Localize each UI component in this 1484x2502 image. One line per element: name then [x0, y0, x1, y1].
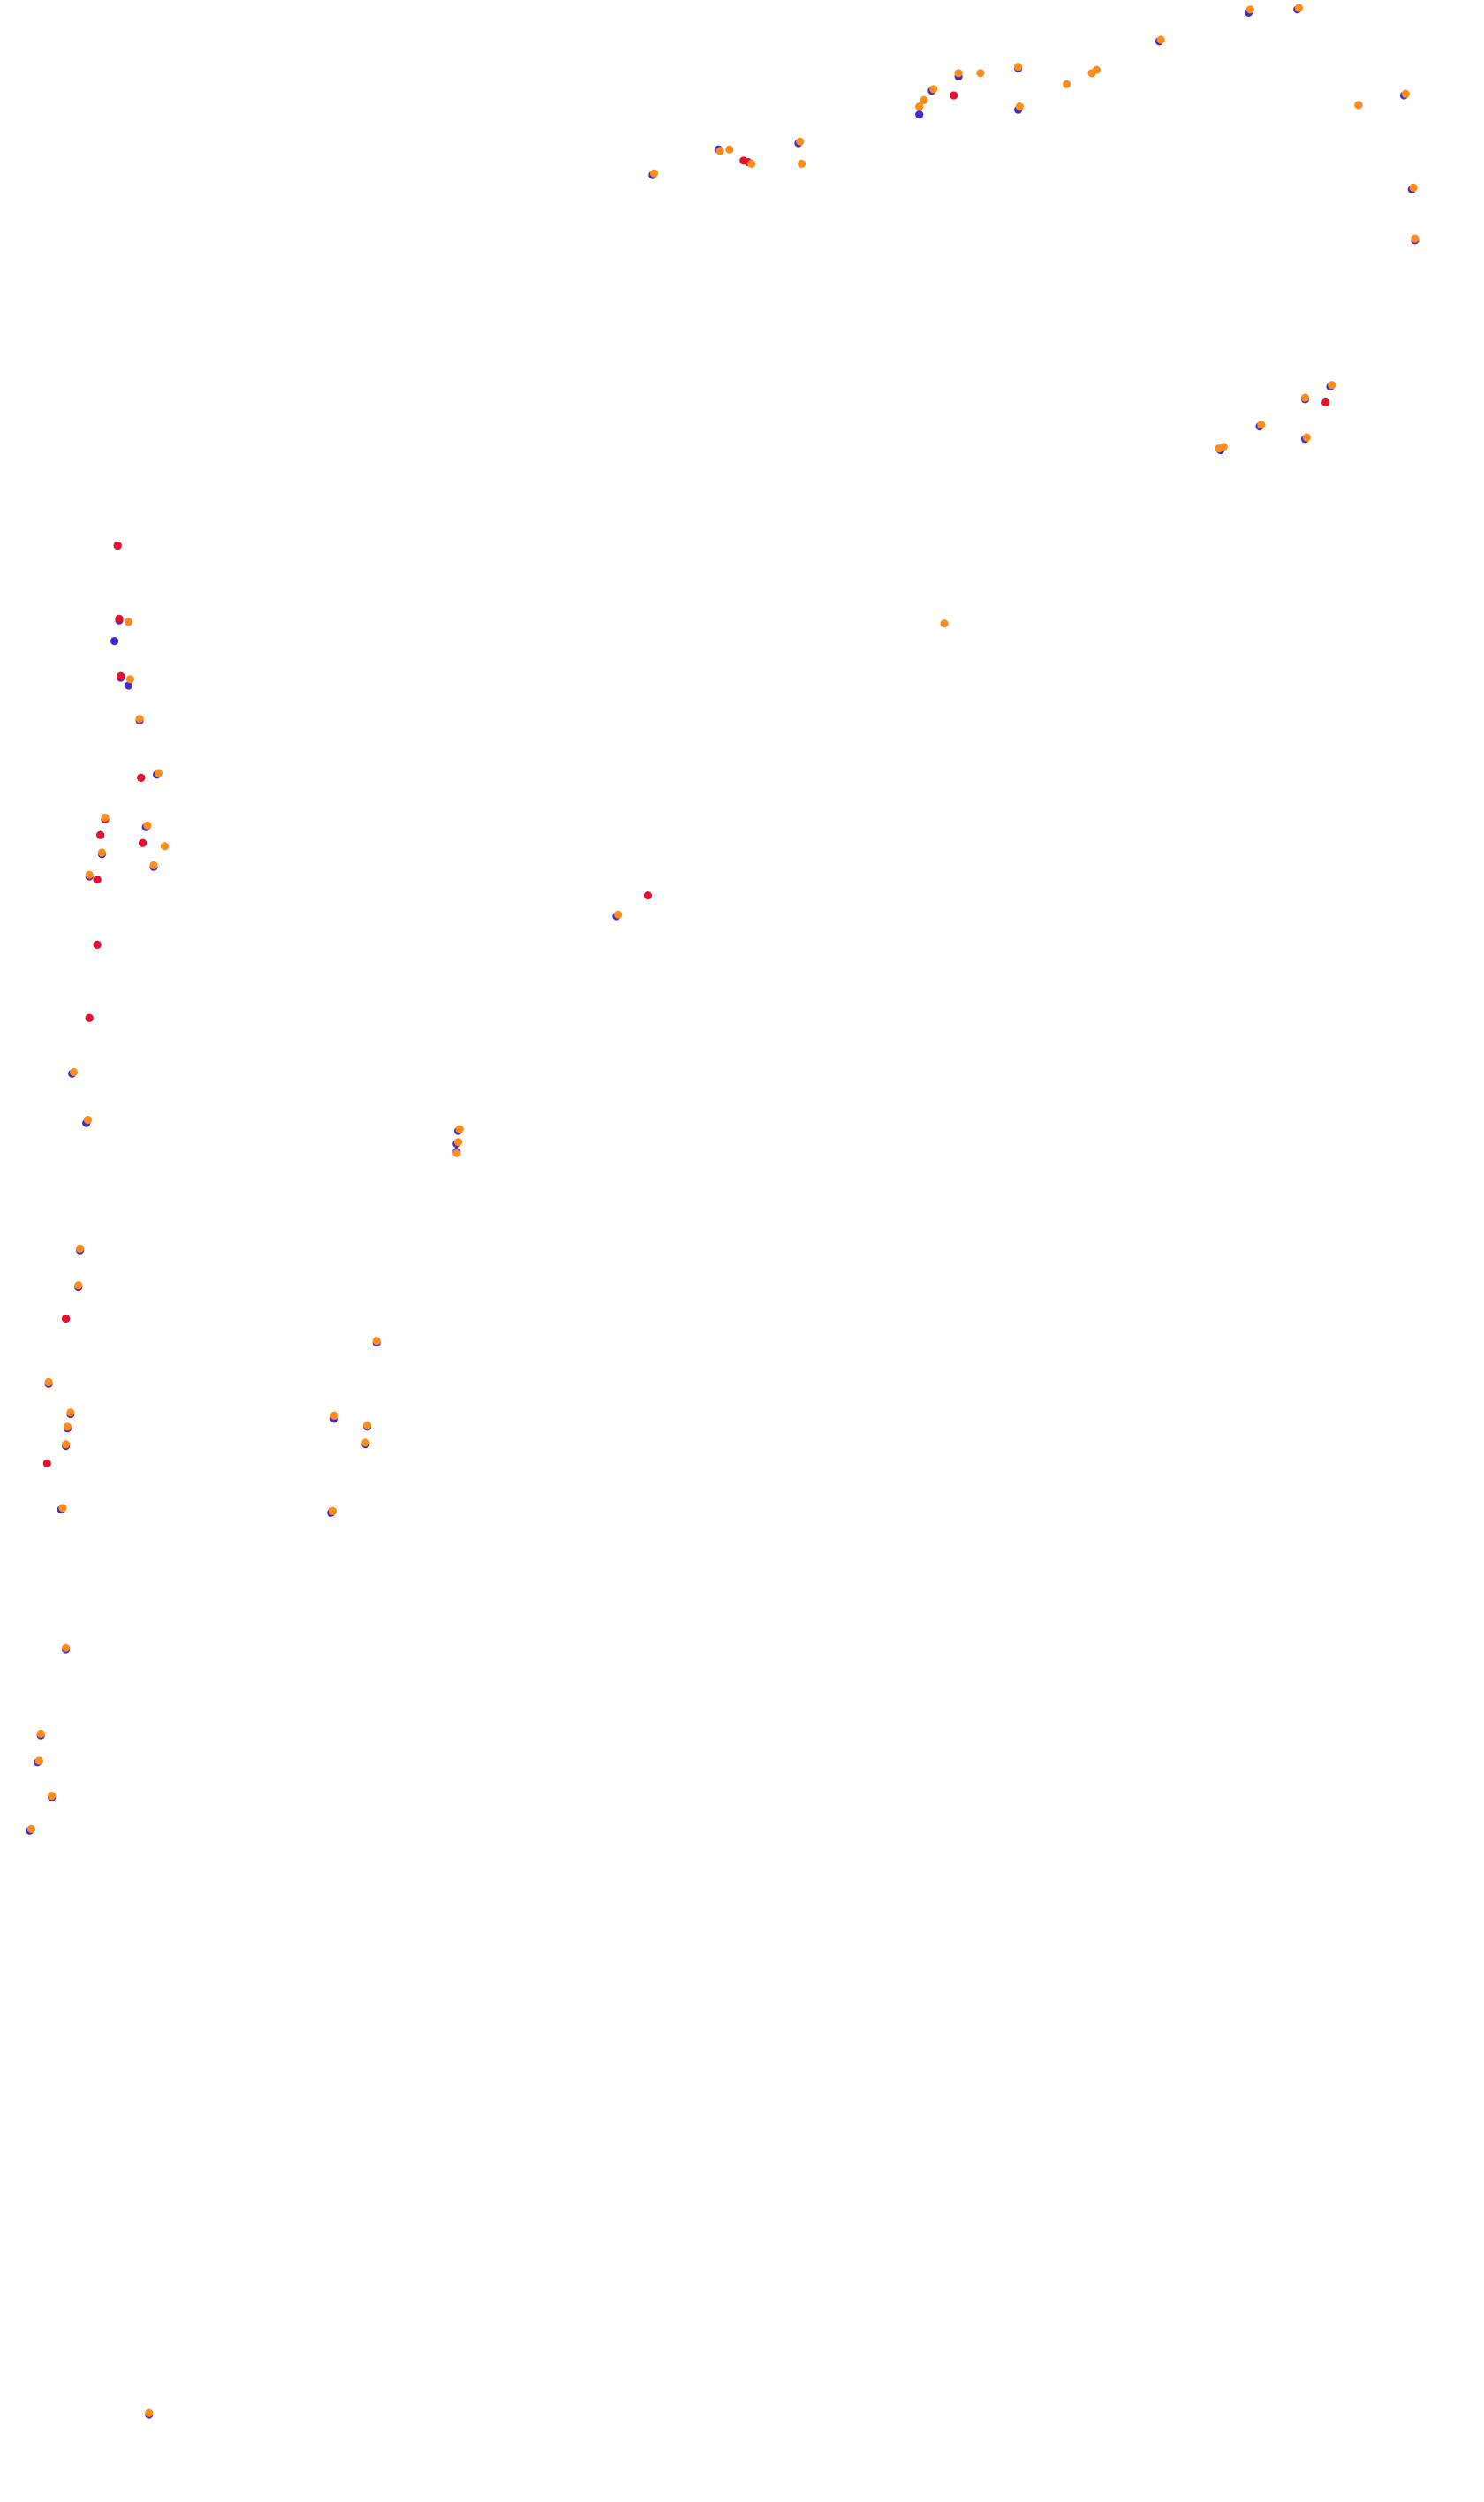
point-orange-50	[63, 1422, 72, 1431]
point-orange-63	[145, 2408, 154, 2417]
point-orange-47	[74, 1281, 83, 1290]
point-red-6	[117, 671, 125, 680]
point-orange-44	[454, 1138, 463, 1147]
point-orange-46	[76, 1244, 85, 1253]
point-orange-13	[716, 147, 724, 155]
point-orange-26	[1302, 433, 1311, 442]
point-orange-57	[328, 1506, 337, 1515]
point-orange-32	[135, 715, 144, 724]
point-blue-24	[125, 681, 133, 690]
point-orange-60	[34, 1756, 44, 1765]
point-orange-39	[85, 870, 94, 879]
series-orange	[26, 4, 1420, 2417]
point-orange-52	[58, 1504, 67, 1513]
point-orange-25	[1257, 421, 1266, 429]
point-orange-19	[1354, 101, 1363, 110]
point-orange-15	[747, 159, 756, 168]
point-orange-23	[1328, 381, 1336, 390]
point-red-12	[93, 940, 102, 949]
point-orange-49	[66, 1408, 75, 1417]
point-orange-1	[1294, 4, 1303, 12]
point-orange-38	[97, 848, 106, 857]
point-orange-43	[455, 1125, 464, 1133]
point-orange-51	[62, 1440, 71, 1449]
point-red-16	[42, 1459, 51, 1467]
point-orange-8	[915, 102, 924, 111]
point-orange-55	[363, 1421, 372, 1429]
point-orange-34	[101, 813, 110, 823]
point-orange-7	[920, 95, 928, 104]
point-orange-18	[649, 169, 659, 178]
point-orange-40	[69, 1067, 79, 1077]
point-orange-4	[954, 69, 963, 78]
point-orange-14	[725, 145, 734, 154]
point-orange-22	[1411, 234, 1420, 243]
point-orange-58	[62, 1643, 71, 1652]
point-red-15	[62, 1314, 71, 1323]
point-red-4	[113, 541, 122, 550]
point-orange-59	[36, 1729, 45, 1738]
point-orange-33	[154, 769, 163, 777]
point-red-7	[137, 773, 146, 783]
point-orange-36	[160, 842, 170, 851]
point-orange-24	[1300, 393, 1310, 402]
point-red-9	[96, 830, 105, 839]
point-orange-12	[1092, 65, 1101, 74]
point-blue-22	[110, 637, 119, 646]
point-orange-53	[372, 1337, 381, 1346]
point-orange-30	[125, 618, 133, 626]
point-red-11	[93, 876, 102, 884]
point-orange-3	[1014, 63, 1023, 72]
point-orange-28	[1219, 443, 1228, 451]
point-orange-31	[125, 675, 134, 684]
point-orange-0	[1246, 5, 1254, 14]
point-orange-16	[796, 137, 805, 146]
point-orange-6	[929, 85, 938, 94]
point-red-0	[950, 91, 958, 100]
point-orange-35	[143, 821, 152, 830]
point-red-10	[139, 838, 148, 847]
point-orange-45	[452, 1149, 461, 1157]
point-orange-56	[361, 1438, 370, 1447]
point-orange-21	[1409, 183, 1418, 192]
point-red-5	[115, 614, 124, 623]
point-orange-61	[48, 1792, 57, 1801]
point-orange-41	[83, 1115, 93, 1125]
point-orange-42	[614, 910, 623, 919]
point-orange-48	[44, 1377, 53, 1387]
point-orange-29	[940, 619, 949, 628]
point-orange-10	[1063, 80, 1071, 88]
point-orange-2	[1156, 35, 1165, 44]
point-red-3	[1321, 398, 1330, 407]
point-orange-37	[149, 861, 158, 870]
point-orange-62	[26, 1824, 36, 1833]
point-orange-5	[976, 69, 985, 78]
point-red-14	[643, 891, 653, 900]
points-layer	[26, 4, 1420, 2419]
point-orange-9	[1015, 102, 1024, 111]
point-orange-54	[329, 1411, 338, 1420]
point-red-13	[85, 1013, 94, 1022]
point-orange-17	[797, 159, 806, 168]
point-orange-20	[1401, 89, 1410, 98]
point-blue-6	[915, 110, 924, 119]
